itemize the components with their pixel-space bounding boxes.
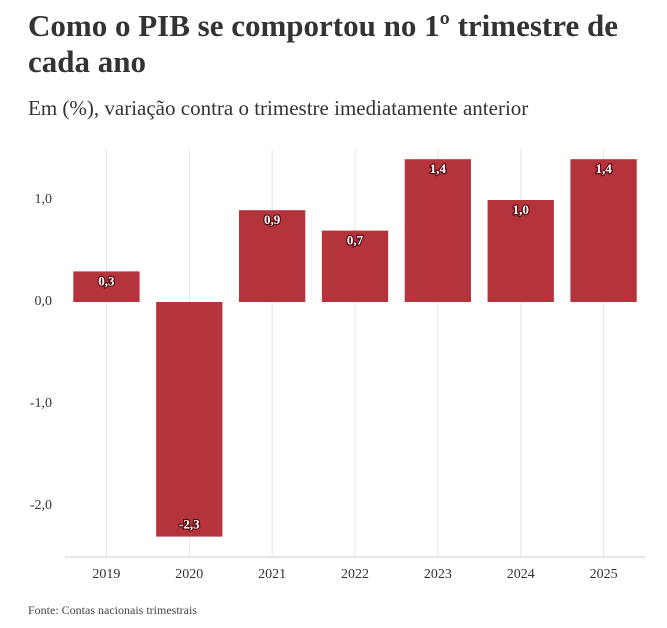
x-tick-label: 2021 [258,567,286,582]
value-label: 0,3 [98,273,115,288]
x-tick-label: 2024 [507,567,535,582]
bar [73,271,140,302]
y-tick-label: -2,0 [30,498,52,513]
x-tick-label: 2025 [590,567,618,582]
value-label: 1,4 [430,161,447,176]
bar [487,200,554,302]
bar [321,230,389,302]
value-label: 1,0 [513,202,529,217]
value-label: 0,9 [264,212,281,227]
bar [156,302,223,537]
y-tick-label: -1,0 [30,396,52,411]
source-note: Fonte: Contas nacionais trimestrais [28,603,197,617]
value-label: -2,3 [179,517,200,532]
x-tick-label: 2023 [424,567,452,582]
x-tick-label: 2020 [175,567,203,582]
bar [239,210,306,302]
chart-title: Como o PIB se comportou no 1º trimestre … [28,8,618,79]
chart-subtitle: Em (%), variação contra o trimestre imed… [28,96,529,120]
y-tick-label: 1,0 [35,192,53,207]
value-label: 0,7 [347,233,364,248]
value-label: 1,4 [595,161,612,176]
x-tick-label: 2019 [92,567,120,582]
x-tick-label: 2022 [341,567,369,582]
bar [570,159,637,302]
bar [404,159,471,302]
y-tick-label: 0,0 [35,294,53,309]
